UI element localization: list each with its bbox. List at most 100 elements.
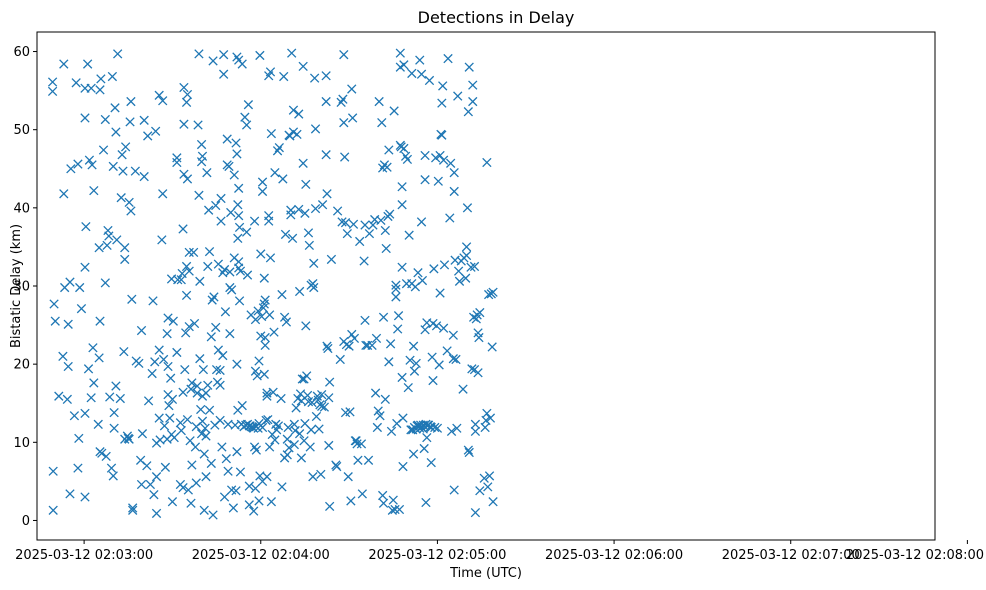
data-point-stroke [348,219,359,229]
data-point-stroke [101,451,111,462]
data-point-stroke [102,240,112,251]
data-point-stroke [241,420,251,430]
data-point-stroke [313,395,323,405]
data-point-stroke [438,81,448,91]
data-point [255,50,265,61]
data-point [398,413,408,423]
data-point [309,258,319,268]
data-point [439,260,450,270]
data-point [384,145,394,155]
data-point [385,209,395,219]
data-point [86,83,96,93]
data-point-stroke [373,406,383,416]
data-point [115,393,125,404]
data-point-stroke [241,227,252,237]
data-point-stroke [265,253,276,263]
data-point [225,267,235,277]
data-point-stroke [73,159,83,169]
data-point-stroke [481,415,491,426]
data-point [178,224,188,234]
data-point-stroke [325,501,335,512]
data-point [264,216,274,226]
data-point-stroke [203,205,214,215]
data-point-stroke [108,471,118,481]
data-point [394,504,405,515]
data-point-stroke [309,73,320,83]
data-point [462,203,473,213]
data-point [266,497,277,507]
data-point-stroke [335,354,345,365]
data-point [297,374,307,384]
data-point-stroke [139,171,149,182]
data-point [118,166,128,176]
data-point-stroke [209,292,219,302]
data-point-stroke [105,392,115,402]
data-point [59,59,69,69]
data-point [249,506,259,516]
data-point [302,371,312,381]
data-point-stroke [323,343,333,354]
data-point-stroke [420,150,430,161]
data-point-stroke [197,151,208,161]
data-point [298,158,308,168]
data-point [84,155,95,165]
data-point-stroke [181,290,192,301]
data-point [438,81,448,91]
data-point-stroke [163,313,173,323]
data-point [100,114,110,125]
data-point-stroke [488,497,498,507]
data-point [432,423,443,433]
data-point [169,432,179,443]
data-point [309,73,320,83]
data-point-stroke [461,242,472,252]
data-point-stroke [235,467,246,477]
data-point-stroke [339,50,349,60]
data-point-stroke [256,249,266,259]
data-point-stroke [475,307,485,318]
data-point-stroke [399,60,409,70]
data-point [150,126,161,136]
data-point-stroke [215,380,225,390]
data-point [402,154,413,165]
data-point [352,439,362,449]
data-point [198,364,209,375]
data-point-stroke [376,215,386,226]
data-point-stroke [225,267,235,277]
data-point-stroke [287,48,297,58]
data-point-stroke [290,425,300,436]
data-point [234,222,245,233]
data-point [363,455,374,465]
data-point [162,329,172,339]
data-point-stroke [206,458,216,469]
data-point [381,243,391,254]
data-point [385,339,396,349]
data-point [270,168,280,178]
data-point-stroke [178,482,188,493]
data-point-stroke [368,220,378,230]
data-point [182,174,193,184]
data-point [408,449,419,459]
data-point-stroke [201,431,211,441]
y-tick-label: 60 [13,45,30,60]
data-point-stroke [226,207,236,218]
data-point-stroke [307,397,317,408]
data-point [173,275,183,285]
data-point [74,433,84,444]
data-point-stroke [63,319,73,329]
data-point [291,403,301,413]
data-point-stroke [485,413,496,423]
data-point [446,158,456,168]
data-point [234,296,245,306]
y-axis: 0 10 20 30 40 50 60 [13,45,37,529]
data-point-stroke [244,481,254,491]
data-point [204,246,215,257]
data-point [409,366,420,376]
data-point-stroke [177,268,187,279]
data-point-stroke [200,423,210,433]
data-point-stroke [167,394,178,404]
data-point-stroke [435,150,445,161]
data-point [357,489,368,499]
data-point-stroke [301,179,311,190]
data-point [73,159,83,169]
data-point-stroke [187,378,197,388]
